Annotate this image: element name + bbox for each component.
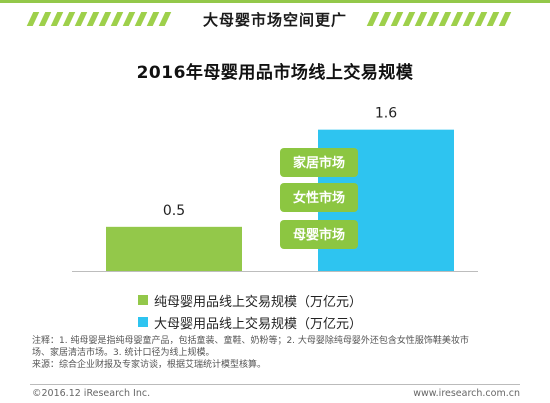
notes: 注释：1. 纯母婴是指纯母婴童产品，包括童装、童鞋、奶粉等；2. 大母婴除纯母婴… [32, 335, 532, 371]
header-accent-line [0, 0, 550, 3]
segment-tag-1 [280, 183, 358, 212]
segment-tag-label-0: 家居市场 [293, 155, 345, 171]
copyright: ©2016.12 iResearch Inc. [32, 388, 151, 399]
legend-item-big: 大母婴用品线上交易规模（万亿元） [138, 311, 438, 333]
legend-label-big: 大母婴用品线上交易规模（万亿元） [154, 316, 363, 332]
segment-tag-2 [280, 220, 358, 249]
note-line-1: 注释：1. 纯母婴是指纯母婴童产品，包括童装、童鞋、奶粉等；2. 大母婴除纯母婴… [32, 336, 469, 346]
header: 大母婴市场空间更广 [0, 0, 550, 40]
chart-title: 2016年母婴用品市场线上交易规模 [136, 63, 414, 83]
bar-value-label-0: 0.5 [163, 203, 185, 219]
legend-swatch-pure [138, 295, 148, 305]
note-source: 来源：综合企业财报及专家访谈，根据艾瑞统计模型核算。 [32, 360, 267, 370]
legend-swatch-big [138, 317, 148, 327]
note-line-2: 场、家居清洁市场。3. 统计口径为线上规模。 [32, 348, 215, 358]
segment-tag-label-2: 母婴市场 [293, 227, 345, 243]
bar-0 [106, 226, 242, 271]
legend-label-pure: 纯母婴用品线上交易规模（万亿元） [154, 294, 363, 310]
page-title: 大母婴市场空间更广 [202, 11, 347, 29]
footer-divider [30, 384, 520, 385]
bar-value-label-1: 1.6 [375, 106, 397, 122]
segment-tag-label-1: 女性市场 [293, 190, 345, 206]
website-link[interactable]: www.iresearch.com.cn [413, 388, 520, 399]
segment-tag-0 [280, 148, 358, 177]
legend: 纯母婴用品线上交易规模（万亿元） 大母婴用品线上交易规模（万亿元） [138, 289, 438, 333]
legend-item-pure: 纯母婴用品线上交易规模（万亿元） [138, 289, 438, 311]
footer: ©2016.12 iResearch Inc. www.iresearch.co… [0, 384, 550, 402]
